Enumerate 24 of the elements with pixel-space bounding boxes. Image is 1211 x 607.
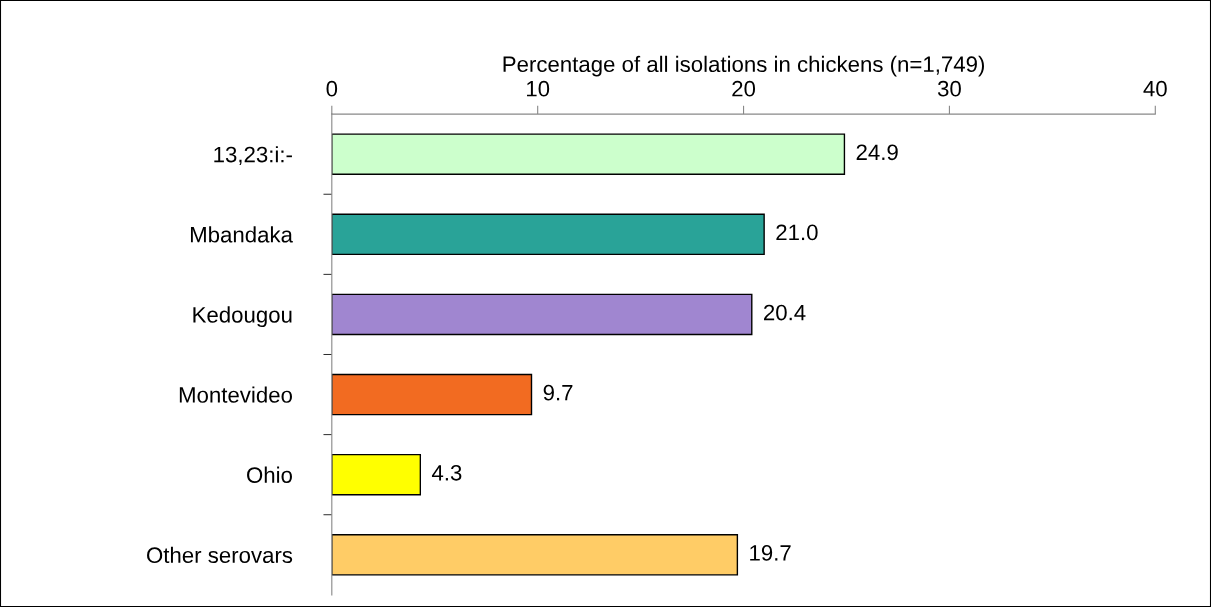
data-label: 4.3 <box>431 464 462 481</box>
y-tick-label: Ohio <box>247 466 292 483</box>
data-label: 21.0 <box>776 224 818 241</box>
bar <box>331 373 533 416</box>
x-tick-label: 20 <box>732 80 756 97</box>
x-tick-label: 30 <box>937 80 961 97</box>
data-label: 24.9 <box>856 144 898 161</box>
bar <box>331 534 739 576</box>
x-axis-title: Percentage of all isolations in chickens (n=1,749) <box>503 55 984 77</box>
data-label: 19.7 <box>750 545 791 561</box>
data-label: 20.4 <box>764 304 806 321</box>
bar <box>331 213 765 256</box>
x-tick-label: 10 <box>527 80 550 97</box>
y-tick-label: Other serovars <box>147 546 293 564</box>
x-tick-label: 40 <box>1143 80 1167 97</box>
y-tick-label: 13,23:i:- <box>214 146 292 166</box>
bar <box>331 453 422 496</box>
y-tick-label: Mbandaka <box>190 226 293 243</box>
bar <box>331 293 753 336</box>
y-tick-label: Kedougou <box>193 306 292 328</box>
y-tick-label: Montevideo <box>179 386 292 403</box>
data-label: 9.7 <box>543 384 573 401</box>
bar <box>331 133 846 175</box>
x-tick-label: 0 <box>326 80 338 97</box>
